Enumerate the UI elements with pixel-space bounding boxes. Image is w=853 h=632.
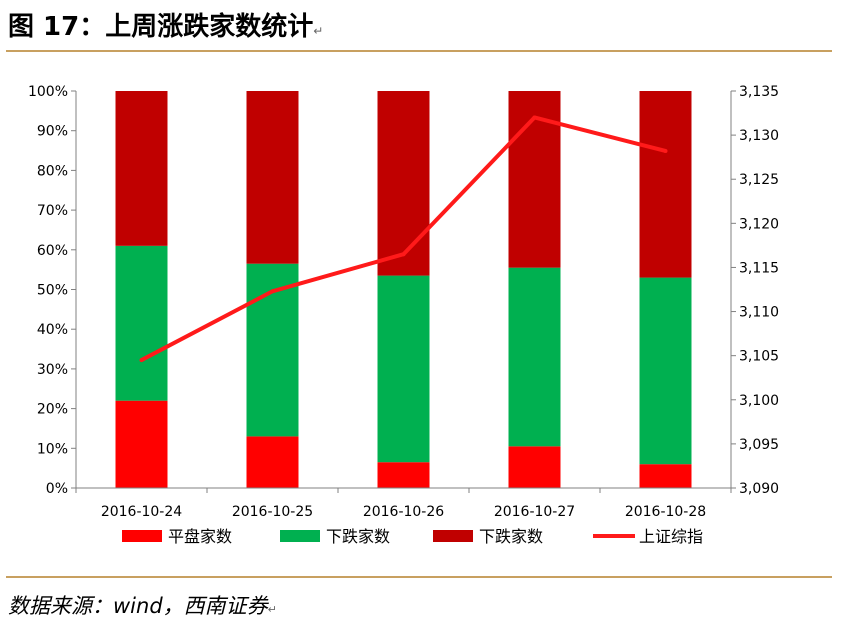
legend-label-3: 下跌家数: [479, 527, 543, 546]
chart: 0% 10% 20% 30% 40% 50% 60% 70% 80% 90% 100% 3,090 3,…: [28, 84, 779, 546]
y-right-tick-label: 3,115: [739, 260, 779, 276]
bar-1-2: [246, 436, 299, 488]
bar-1-4: [508, 446, 561, 488]
paragraph-mark-icon: ↵: [313, 24, 324, 38]
y-left-tick-label: 50%: [37, 283, 68, 299]
y-left-tick-label: 90%: [37, 124, 68, 140]
y-right-tick-label: 3,130: [739, 128, 779, 144]
bar-2-4: [508, 267, 561, 447]
bar-3-3: [377, 91, 430, 276]
y-left-tick-label: 10%: [37, 441, 68, 457]
y-left-tick-label: 60%: [37, 243, 68, 259]
y-right-tick-label: 3,125: [739, 172, 779, 188]
y-right-tick-label: 3,090: [739, 481, 779, 497]
x-tick-label: 2016-10-28: [625, 504, 706, 520]
source-note: 数据来源：wind，西南证券↵: [8, 590, 277, 620]
line-point: [139, 358, 144, 363]
bar-1-3: [377, 462, 430, 488]
bar-3-5: [639, 91, 692, 278]
legend-label-2: 下跌家数: [326, 527, 390, 546]
y-left-tick-label: 40%: [37, 322, 68, 338]
x-tick-label: 2016-10-26: [363, 504, 444, 520]
legend-swatch-2: [280, 530, 320, 542]
line-point: [663, 148, 668, 153]
x-tick-label: 2016-10-25: [232, 504, 313, 520]
y-left-tick-label: 30%: [37, 362, 68, 378]
y-left-tick-label: 0%: [46, 481, 68, 497]
y-left-tick-label: 70%: [37, 203, 68, 219]
line-point: [270, 289, 275, 294]
top-divider: [6, 50, 832, 52]
paragraph-mark-icon: ↵: [267, 603, 277, 616]
legend-label-1: 平盘家数: [168, 527, 232, 546]
y-left-tick-label: 20%: [37, 402, 68, 418]
page-title: 图 17：上周涨跌家数统计↵: [8, 6, 323, 43]
legend-label-4: 上证综指: [639, 527, 703, 546]
bar-1-1: [115, 400, 168, 488]
y-right-tick-label: 3,095: [739, 437, 779, 453]
bar-2-1: [115, 245, 168, 401]
y-right-tick-label: 3,100: [739, 393, 779, 409]
y-left-tick-label: 80%: [37, 163, 68, 179]
bar-2-3: [377, 275, 430, 463]
y-right-tick-label: 3,135: [739, 84, 779, 100]
bar-2-5: [639, 277, 692, 465]
bar-3-2: [246, 91, 299, 264]
page-title-text: 图 17：上周涨跌家数统计: [8, 12, 314, 42]
x-tick-label: 2016-10-24: [101, 504, 182, 520]
legend-swatch-1: [122, 530, 162, 542]
y-right-tick-label: 3,105: [739, 349, 779, 365]
line-point: [532, 115, 537, 120]
y-right-tick-label: 3,110: [739, 305, 779, 321]
bar-1-5: [639, 464, 692, 488]
y-left-tick-label: 100%: [28, 84, 68, 100]
bar-3-1: [115, 91, 168, 246]
y-right-tick-label: 3,120: [739, 216, 779, 232]
line-point: [401, 252, 406, 257]
legend-swatch-3: [433, 530, 473, 542]
bottom-divider: [6, 576, 832, 578]
x-tick-label: 2016-10-27: [494, 504, 575, 520]
source-text: 数据来源：wind，西南证券: [8, 594, 268, 618]
